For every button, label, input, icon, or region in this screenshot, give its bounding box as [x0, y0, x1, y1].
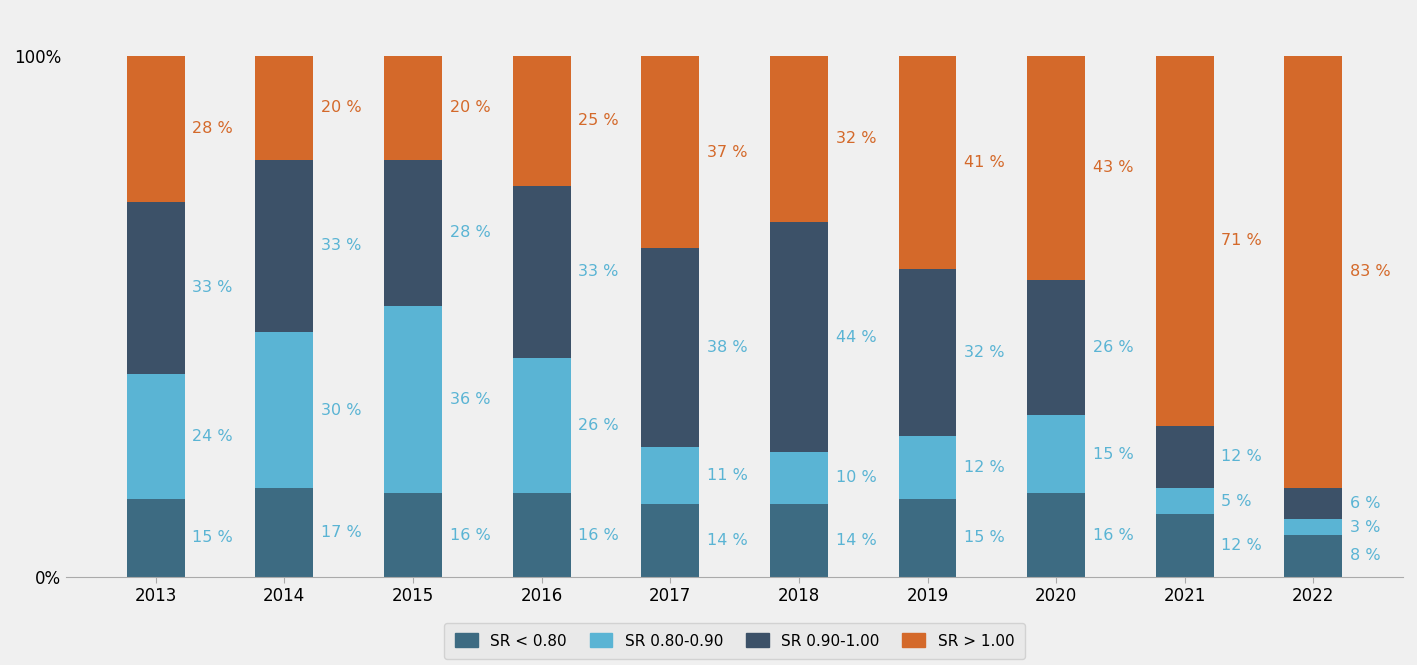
Text: 17 %: 17 %: [322, 525, 361, 540]
Bar: [898, 56, 956, 269]
Bar: [898, 436, 956, 499]
Bar: [1156, 488, 1214, 514]
Text: 71 %: 71 %: [1221, 233, 1263, 248]
Text: 3 %: 3 %: [1350, 520, 1380, 535]
Bar: [769, 56, 828, 222]
Text: 38 %: 38 %: [707, 340, 748, 355]
Text: 33 %: 33 %: [578, 265, 619, 279]
Bar: [513, 56, 571, 186]
Bar: [1156, 56, 1214, 426]
Text: 6 %: 6 %: [1350, 496, 1380, 511]
Text: 12 %: 12 %: [1221, 538, 1263, 553]
Bar: [384, 306, 442, 493]
Bar: [255, 56, 313, 160]
Text: 33 %: 33 %: [193, 280, 232, 295]
Legend: SR < 0.80, SR 0.80-0.90, SR 0.90-1.00, SR > 1.00: SR < 0.80, SR 0.80-0.90, SR 0.90-1.00, S…: [444, 623, 1024, 659]
Text: 12 %: 12 %: [964, 460, 1005, 475]
Text: 25 %: 25 %: [578, 113, 619, 128]
Text: 14 %: 14 %: [836, 533, 876, 548]
Bar: [769, 504, 828, 577]
Bar: [1284, 519, 1342, 535]
Text: 16 %: 16 %: [1093, 527, 1134, 543]
Text: 20 %: 20 %: [449, 100, 490, 115]
Text: 14 %: 14 %: [707, 533, 748, 548]
Text: 28 %: 28 %: [193, 121, 234, 136]
Text: 32 %: 32 %: [964, 345, 1005, 360]
Bar: [642, 249, 699, 446]
Bar: [513, 186, 571, 358]
Text: 83 %: 83 %: [1350, 265, 1390, 279]
Text: 15 %: 15 %: [964, 530, 1005, 545]
Text: 15 %: 15 %: [1093, 447, 1134, 462]
Bar: [384, 493, 442, 577]
Bar: [1027, 493, 1085, 577]
Text: 11 %: 11 %: [707, 467, 748, 483]
Text: 37 %: 37 %: [707, 144, 747, 160]
Text: 28 %: 28 %: [449, 225, 490, 240]
Bar: [126, 374, 184, 499]
Bar: [1027, 56, 1085, 280]
Bar: [513, 358, 571, 493]
Text: 36 %: 36 %: [449, 392, 490, 407]
Bar: [255, 160, 313, 332]
Bar: [1284, 488, 1342, 519]
Bar: [642, 56, 699, 249]
Bar: [1284, 56, 1342, 488]
Text: 26 %: 26 %: [578, 418, 619, 433]
Bar: [255, 332, 313, 488]
Text: 24 %: 24 %: [193, 428, 232, 444]
Bar: [1156, 514, 1214, 577]
Text: 26 %: 26 %: [1093, 340, 1134, 355]
Bar: [769, 452, 828, 504]
Text: 15 %: 15 %: [193, 530, 234, 545]
Text: 44 %: 44 %: [836, 330, 876, 344]
Text: 43 %: 43 %: [1093, 160, 1134, 175]
Bar: [642, 504, 699, 577]
Bar: [642, 446, 699, 504]
Bar: [1284, 535, 1342, 577]
Bar: [384, 160, 442, 306]
Bar: [1027, 280, 1085, 415]
Bar: [1027, 415, 1085, 493]
Text: 12 %: 12 %: [1221, 450, 1263, 464]
Text: 33 %: 33 %: [322, 238, 361, 253]
Text: 10 %: 10 %: [836, 470, 876, 485]
Text: 32 %: 32 %: [836, 132, 876, 146]
Text: 5 %: 5 %: [1221, 493, 1253, 509]
Bar: [126, 499, 184, 577]
Bar: [126, 56, 184, 201]
Bar: [255, 488, 313, 577]
Bar: [1156, 426, 1214, 488]
Bar: [126, 201, 184, 374]
Text: 16 %: 16 %: [578, 527, 619, 543]
Text: 16 %: 16 %: [449, 527, 490, 543]
Text: 8 %: 8 %: [1350, 549, 1380, 563]
Bar: [513, 493, 571, 577]
Bar: [384, 56, 442, 160]
Bar: [898, 269, 956, 436]
Text: 41 %: 41 %: [964, 155, 1005, 170]
Bar: [898, 499, 956, 577]
Text: 20 %: 20 %: [322, 100, 361, 115]
Text: 30 %: 30 %: [322, 402, 361, 418]
Bar: [769, 222, 828, 452]
